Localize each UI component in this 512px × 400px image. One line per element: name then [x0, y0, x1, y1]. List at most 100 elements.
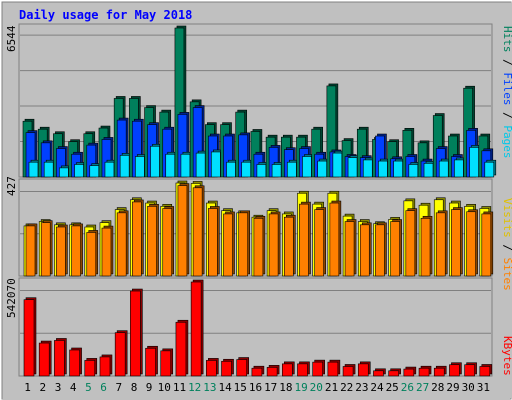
- bar-kbytes-day-4: [69, 349, 80, 377]
- bar-kbytes-day-29: [449, 364, 460, 377]
- bar-sites-day-25: [390, 221, 400, 277]
- day-axis-labels: 1 2 3 4 5 6 7 8 9 10 11 12 13 14 15 16 17 18 19 20 21 22 23 24 2…: [24, 381, 490, 394]
- bar-pages-day-12: [195, 152, 206, 178]
- legend-visits: Visits: [501, 198, 512, 238]
- day-label-2: 2: [39, 381, 46, 394]
- bar-sites-day-12: [192, 187, 203, 277]
- bar-sites-day-23: [359, 224, 370, 277]
- day-label-23: 23: [355, 381, 368, 394]
- day-label-13: 13: [203, 381, 216, 394]
- legend-kbytes: KBytes: [501, 336, 512, 376]
- bar-pages-day-5: [89, 165, 100, 178]
- bar-kbytes-day-20: [312, 361, 323, 377]
- chart-title: Daily usage for May 2018: [19, 8, 192, 22]
- bar-pages-day-16: [256, 164, 267, 178]
- bar-sites-day-17: [268, 213, 279, 277]
- legend-sites: Sites: [501, 258, 512, 291]
- day-label-6: 6: [100, 381, 107, 394]
- bar-pages-day-6: [104, 161, 115, 178]
- bar-kbytes-day-19: [297, 363, 308, 377]
- bar-sites-day-21: [329, 202, 340, 277]
- bar-sites-day-30: [466, 211, 476, 277]
- day-label-25: 25: [386, 381, 399, 394]
- day-label-22: 22: [340, 381, 353, 394]
- bar-kbytes-day-30: [464, 364, 475, 377]
- bar-pages-day-30: [469, 147, 479, 178]
- bar-pages-day-4: [74, 164, 84, 178]
- bar-kbytes-day-24: [373, 370, 384, 377]
- bar-kbytes-day-5: [84, 360, 96, 377]
- day-label-19: 19: [294, 381, 307, 394]
- bar-pages-day-10: [165, 153, 176, 178]
- day-label-5: 5: [85, 381, 92, 394]
- bar-sites-day-16: [253, 217, 264, 277]
- bar-sites-day-31: [481, 213, 492, 277]
- day-label-17: 17: [264, 381, 277, 394]
- day-label-14: 14: [218, 381, 232, 394]
- bar-sites-day-15: [238, 212, 249, 277]
- bar-kbytes-day-13: [206, 360, 217, 377]
- bar-pages-day-24: [378, 160, 388, 178]
- bar-kbytes-day-18: [281, 363, 293, 377]
- day-label-10: 10: [158, 381, 171, 394]
- bar-kbytes-day-27: [418, 367, 430, 377]
- bar-sites-day-29: [451, 209, 461, 277]
- bar-pages-day-1: [28, 161, 39, 178]
- bar-pages-day-26: [408, 164, 419, 178]
- bar-pages-day-3: [59, 167, 69, 178]
- bar-pages-day-21: [332, 152, 343, 178]
- bar-pages-day-25: [393, 160, 403, 178]
- bar-pages-day-31: [484, 161, 495, 178]
- bar-kbytes-day-3: [54, 340, 65, 377]
- day-label-26: 26: [401, 381, 414, 394]
- day-label-3: 3: [55, 381, 62, 394]
- bar-kbytes-day-2: [38, 342, 50, 377]
- bar-sites-day-10: [162, 208, 173, 277]
- legend-sep-1: /: [501, 53, 512, 73]
- bar-pages-day-8: [135, 156, 145, 178]
- bar-pages-day-13: [211, 151, 221, 178]
- bar-kbytes-day-14: [221, 360, 232, 377]
- bar-kbytes-day-28: [433, 367, 445, 377]
- bar-sites-day-7: [116, 212, 127, 277]
- bar-sites-day-1: [25, 225, 36, 277]
- legend-sep-3: /: [501, 238, 512, 258]
- bar-pages-day-2: [43, 161, 54, 178]
- bar-kbytes-day-26: [403, 368, 415, 377]
- day-label-20: 20: [310, 381, 323, 394]
- bar-kbytes-day-15: [236, 359, 248, 377]
- bar-kbytes-day-6: [99, 356, 111, 377]
- bar-pages-day-7: [119, 155, 130, 178]
- bar-pages-day-20: [317, 160, 327, 178]
- bar-sites-day-8: [132, 201, 142, 277]
- bar-pages-day-11: [180, 153, 191, 178]
- bar-pages-day-28: [438, 160, 449, 178]
- day-label-27: 27: [416, 381, 429, 394]
- bar-kbytes-day-1: [23, 299, 35, 377]
- legend-sep-2: /: [501, 106, 512, 126]
- bar-pages-day-14: [226, 161, 236, 178]
- bar-pages-day-9: [150, 145, 160, 178]
- bar-pages-day-29: [454, 159, 464, 178]
- bar-kbytes-day-23: [357, 363, 369, 377]
- bar-pages-day-19: [302, 156, 312, 178]
- bar-sites-day-2: [40, 222, 51, 277]
- bar-kbytes-day-25: [388, 370, 399, 377]
- bar-sites-day-26: [405, 210, 416, 277]
- bar-sites-day-11: [177, 185, 188, 277]
- bar-sites-day-27: [420, 217, 431, 277]
- bar-kbytes-day-21: [327, 361, 339, 377]
- bar-sites-day-13: [208, 208, 218, 277]
- day-label-15: 15: [234, 381, 247, 394]
- bar-pages-day-15: [241, 161, 252, 178]
- max-label-bottom: 542070: [5, 278, 18, 318]
- bar-sites-day-6: [101, 227, 112, 277]
- day-label-18: 18: [279, 381, 292, 394]
- bar-sites-day-14: [223, 213, 233, 277]
- max-label-top: 6544: [5, 25, 18, 52]
- day-label-28: 28: [431, 381, 444, 394]
- day-label-12: 12: [188, 381, 201, 394]
